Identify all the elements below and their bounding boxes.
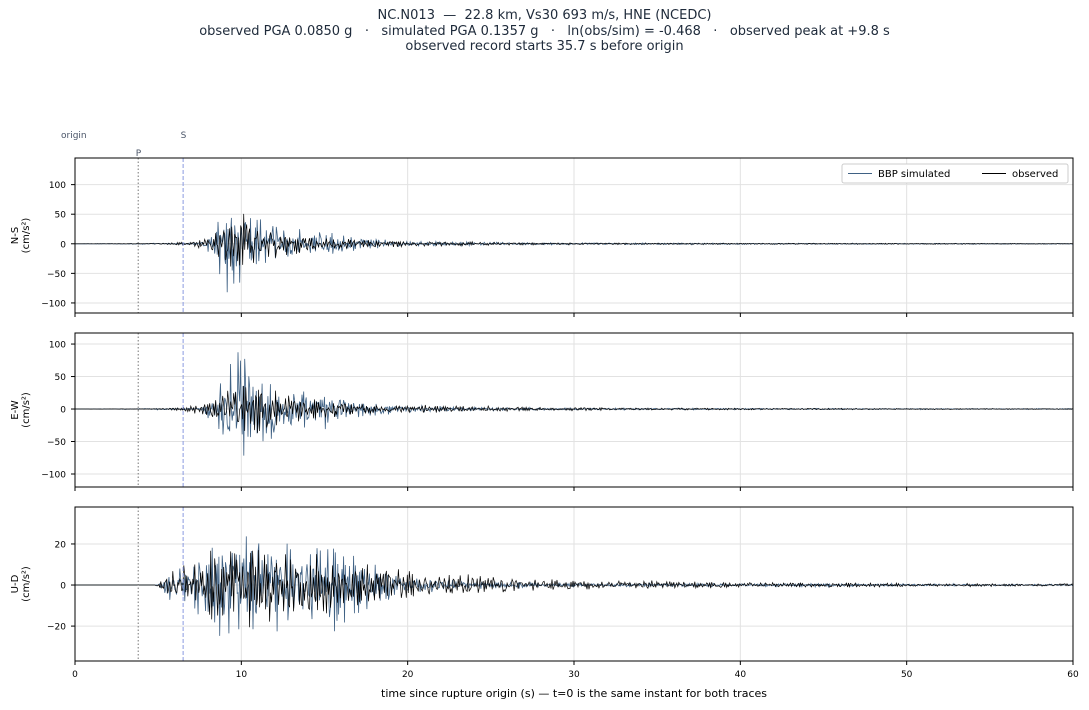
legend: BBP simulated observed — [841, 163, 1069, 184]
x-tick-label: 40 — [735, 670, 747, 680]
y-axis-label-unit: (cm/s²) — [21, 218, 32, 254]
y-tick-label: −100 — [41, 299, 66, 309]
title-line-station: NC.N013 — 22.8 km, Vs30 693 m/s, HNE (NC… — [377, 8, 712, 23]
legend-label-observed: observed — [1012, 169, 1058, 180]
x-tick-label: 60 — [1067, 670, 1079, 680]
y-tick-label: 20 — [55, 540, 67, 550]
origin-marker-label: origin — [61, 131, 87, 141]
x-axis-label: time since rupture origin (s) — t=0 is t… — [381, 687, 767, 700]
y-tick-label: 100 — [49, 181, 66, 191]
y-tick-label: 50 — [55, 373, 67, 383]
panel-n-s: −100 −50 0 50 100 N-S(cm/s²) — [10, 157, 1074, 317]
x-tick-label: 10 — [236, 670, 248, 680]
trace-observed — [75, 385, 1073, 433]
y-axis-label: E-W(cm/s²) — [10, 392, 32, 428]
y-tick-label: −50 — [47, 438, 66, 448]
title-line-pga: observed PGA 0.0850 g · simulated PGA 0.… — [199, 23, 890, 39]
y-tick-label: −20 — [47, 623, 66, 633]
y-axis-label-unit: (cm/s²) — [21, 392, 32, 428]
y-axis-label: N-S(cm/s²) — [10, 218, 32, 254]
panel-u-d: 0 10 20 30 40 50 60 −20 0 20 U-D(cm/s²) — [10, 506, 1079, 680]
y-tick-label: 50 — [55, 211, 67, 221]
title-line-record-start: observed record starts 35.7 s before ori… — [405, 39, 684, 54]
y-axis-label-component: E-W — [10, 400, 21, 420]
x-tick-label: 0 — [72, 670, 78, 680]
p-arrival-label: P — [136, 149, 142, 159]
trace-observed — [75, 550, 1073, 628]
trace-simulated — [75, 536, 1073, 636]
x-tick-label: 20 — [402, 670, 414, 680]
x-tick-label: 50 — [901, 670, 913, 680]
trace-observed — [75, 213, 1073, 267]
legend-label-simulated: BBP simulated — [878, 169, 950, 180]
y-axis-label: U-D(cm/s²) — [10, 566, 32, 602]
y-axis-label-unit: (cm/s²) — [21, 566, 32, 602]
panel-e-w: −100 −50 0 50 100 E-W(cm/s²) — [10, 332, 1074, 491]
s-arrival-label: S — [181, 131, 187, 141]
panels: −100−50050100N-S(cm/s²)−100−50050100E-W(… — [10, 157, 1079, 680]
y-tick-label: 100 — [49, 341, 66, 351]
y-tick-label: −50 — [47, 270, 66, 280]
y-tick-label: 0 — [60, 240, 66, 250]
y-tick-label: 0 — [60, 406, 66, 416]
legend-box — [841, 163, 1069, 184]
figure-title: NC.N013 — 22.8 km, Vs30 693 m/s, HNE (NC… — [0, 8, 1089, 55]
y-tick-label: 0 — [60, 582, 66, 592]
y-axis-label-component: U-D — [10, 574, 21, 593]
y-tick-label: −100 — [41, 471, 66, 481]
y-axis-label-component: N-S — [10, 227, 21, 244]
x-tick-label: 30 — [568, 670, 580, 680]
